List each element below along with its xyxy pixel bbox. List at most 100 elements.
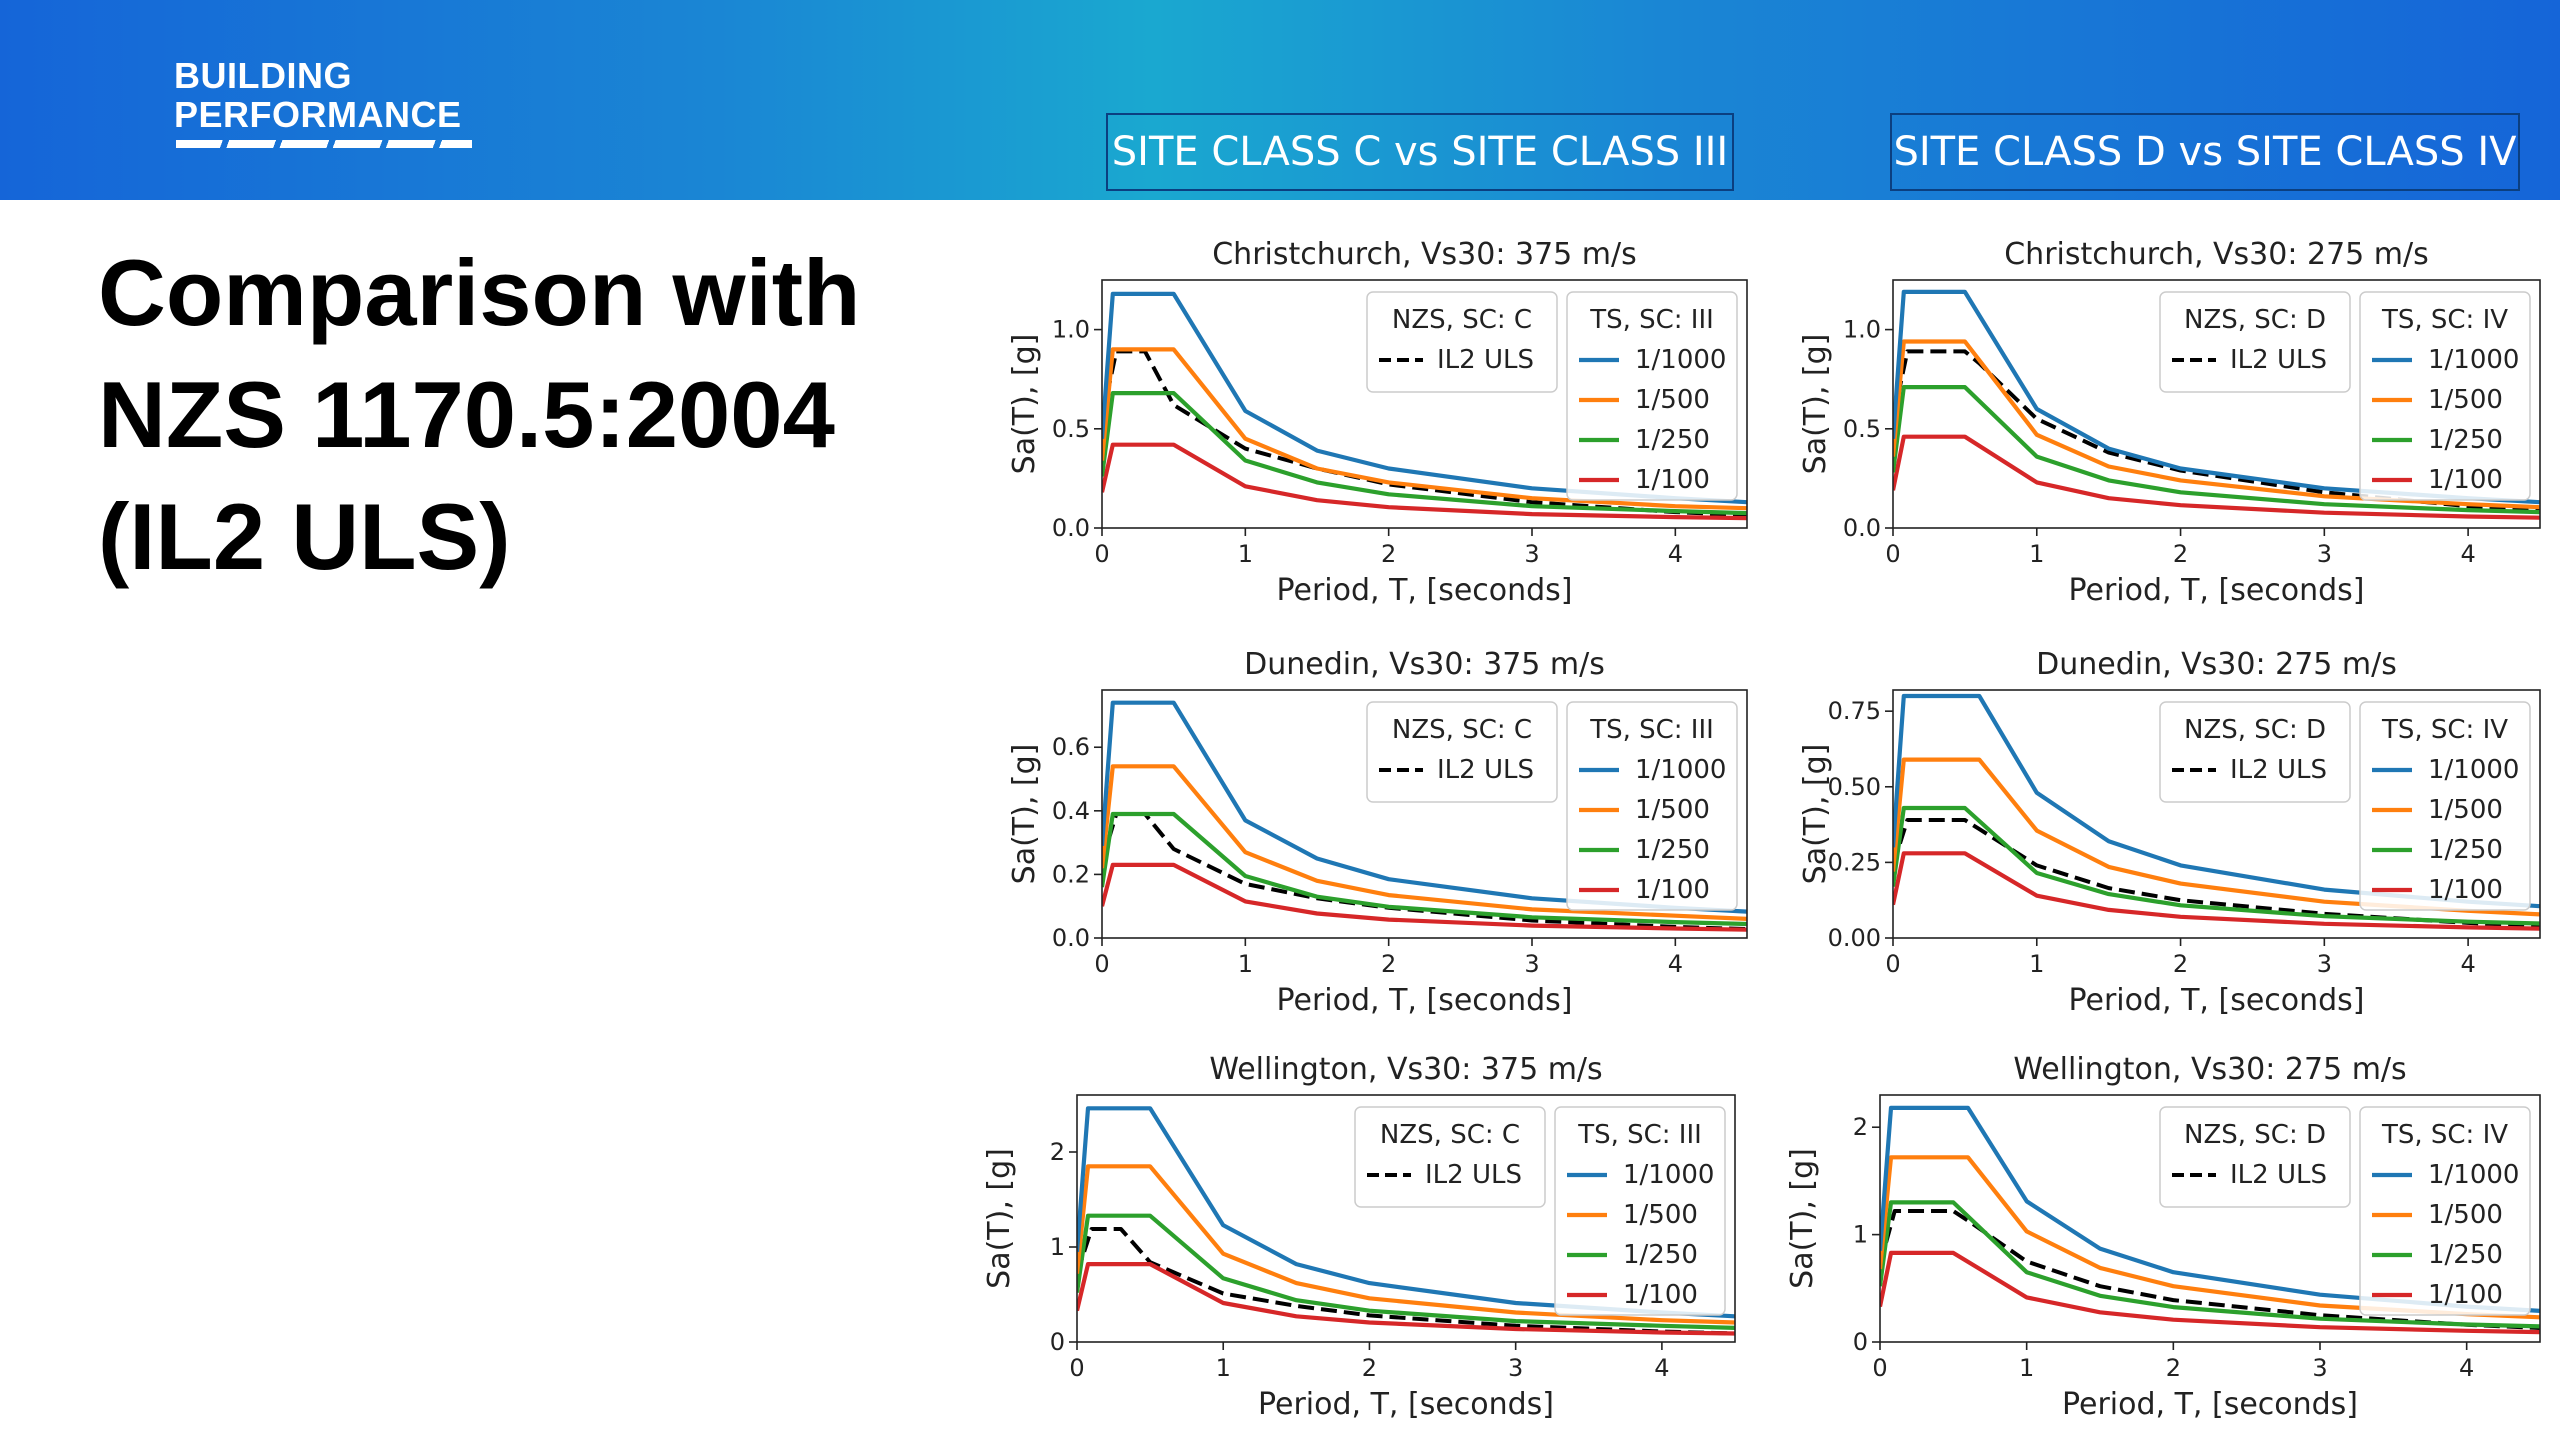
series-line-1-100 [1893, 851, 2540, 931]
x-tick-label: 0 [1094, 950, 1109, 978]
series-line-1-250 [1102, 811, 1747, 927]
series-line-1-500 [1102, 764, 1747, 921]
series-group [1077, 1106, 1735, 1336]
legend-entry-il2-uls: IL2 ULS [2230, 1160, 2327, 1190]
chart-title: Wellington, Vs30: 275 m/s [2013, 1052, 2406, 1087]
x-tick-label: 1 [2019, 1354, 2034, 1382]
x-tick-label: 2 [1381, 950, 1396, 978]
series-line-1-250 [1880, 1200, 2540, 1329]
x-tick-label: 0 [1872, 1354, 1887, 1382]
legend-nzs-title: NZS, SC: D [2184, 715, 2326, 745]
y-tick-label: 0.6 [1052, 733, 1090, 761]
series-line-1-500 [1102, 347, 1747, 511]
x-tick-label: 1 [1238, 950, 1253, 978]
x-tick-label: 3 [1524, 540, 1539, 568]
y-tick-label: 1 [1050, 1233, 1065, 1261]
y-tick-label: 0.0 [1052, 514, 1090, 542]
x-tick-label: 1 [1216, 1354, 1231, 1382]
x-tick-label: 3 [2317, 540, 2332, 568]
logo-line-1: BUILDING [174, 55, 352, 96]
legend-entry-1-1000: 1/1000 [2428, 755, 2519, 785]
plot-frame [1892, 689, 2541, 939]
legend-entry-1-1000: 1/1000 [1623, 1160, 1714, 1190]
series-line-1-100 [1893, 434, 2540, 520]
logo-underline [176, 140, 472, 148]
y-axis-label: Sa(T), [g] [1007, 334, 1042, 475]
plot-frame [1076, 1094, 1736, 1343]
series-line-1-250 [1077, 1213, 1735, 1330]
title-line-1: Comparison with [98, 240, 861, 345]
y-tick-label: 0.50 [1828, 773, 1881, 801]
series-line-1-100 [1880, 1250, 2540, 1335]
series-group [1893, 693, 2540, 931]
y-tick-label: 0.0 [1843, 514, 1881, 542]
legend-ts-box [2359, 701, 2531, 911]
series-line-1-100 [1102, 862, 1747, 932]
y-axis-label: Sa(T), [g] [982, 1148, 1017, 1289]
legend-nzs-box [1366, 291, 1558, 393]
header-banner [0, 0, 2560, 200]
legend-nzs-box [2159, 1106, 2351, 1208]
chart-title: Wellington, Vs30: 375 m/s [1209, 1052, 1602, 1087]
x-tick-label: 4 [1668, 950, 1683, 978]
legend-entry-1-1000: 1/1000 [1635, 345, 1726, 375]
legend-ts-box [2359, 291, 2531, 501]
legend-nzs-box [2159, 701, 2351, 803]
y-tick-label: 2 [1050, 1138, 1065, 1166]
logo-line-2: PERFORMANCE [174, 94, 462, 135]
legend-ts-title: TS, SC: III [1589, 715, 1714, 745]
legend-ts-title: TS, SC: III [1577, 1120, 1702, 1150]
legend-entry-il2-uls: IL2 ULS [2230, 345, 2327, 375]
legend-ts-box [1566, 291, 1738, 501]
x-tick-label: 0 [1885, 950, 1900, 978]
legend-nzs-title: NZS, SC: D [2184, 305, 2326, 335]
x-tick-label: 4 [1668, 540, 1683, 568]
legend-entry-1-100: 1/100 [1623, 1280, 1698, 1310]
chart-title: Christchurch, Vs30: 375 m/s [1212, 237, 1637, 272]
x-tick-label: 4 [2460, 540, 2475, 568]
y-tick-label: 0.00 [1828, 924, 1881, 952]
plot-frame [1879, 1094, 2541, 1343]
legend-entry-1-500: 1/500 [1623, 1200, 1698, 1230]
legend-nzs-box [1366, 701, 1558, 803]
chart-panel-5: Wellington, Vs30: 375 m/s 0 1 2 3 4 0 1 2 Period,… [982, 1052, 1736, 1422]
legend-entry-1-1000: 1/1000 [1635, 755, 1726, 785]
legend-entry-1-500: 1/500 [2428, 385, 2503, 415]
legend-entry-1-250: 1/250 [2428, 1240, 2503, 1270]
series-line-1-250 [1893, 805, 2540, 926]
x-tick-label: 4 [2460, 950, 2475, 978]
legend-entry-1-500: 1/500 [1635, 795, 1710, 825]
x-tick-label: 3 [2312, 1354, 2327, 1382]
y-tick-label: 2 [1853, 1113, 1868, 1141]
y-tick-label: 0.0 [1052, 924, 1090, 952]
legend-nzs-title: NZS, SC: C [1380, 1120, 1520, 1150]
legend-entry-il2-uls: IL2 ULS [1437, 345, 1534, 375]
legend-entry-il2-uls: IL2 ULS [1425, 1160, 1522, 1190]
chart-panel-2: Christchurch, Vs30: 275 m/s 0 1 2 3 4 0.0 0.5 1.… [1798, 237, 2541, 608]
y-axis-label: Sa(T), [g] [1785, 1148, 1820, 1289]
brand-logo: BUILDING PERFORMANCE [174, 56, 462, 134]
site-class-label-left: SITE CLASS C vs SITE CLASS III [1106, 113, 1734, 191]
x-axis-label: Period, T, [seconds] [1276, 983, 1572, 1018]
legend-entry-1-100: 1/100 [1635, 875, 1710, 905]
y-tick-label: 1.0 [1843, 316, 1881, 344]
legend-nzs-title: NZS, SC: D [2184, 1120, 2326, 1150]
y-axis-label: Sa(T), [g] [1798, 334, 1833, 475]
x-tick-label: 3 [2317, 950, 2332, 978]
title-line-2: NZS 1170.5:2004 [98, 362, 835, 467]
y-tick-label: 1.0 [1052, 316, 1090, 344]
legend-ts-title: TS, SC: III [1589, 305, 1714, 335]
plot-frame [1892, 279, 2541, 529]
legend-entry-1-250: 1/250 [1623, 1240, 1698, 1270]
legend-nzs-box [1354, 1106, 1546, 1208]
legend-ts-box [1566, 701, 1738, 911]
chart-panel-6: Wellington, Vs30: 275 m/s 0 1 2 3 4 0 1 2 Period,… [1785, 1052, 2541, 1422]
y-axis-label: Sa(T), [g] [1007, 744, 1042, 885]
x-tick-label: 1 [1238, 540, 1253, 568]
chart-title: Christchurch, Vs30: 275 m/s [2004, 237, 2429, 272]
x-tick-label: 0 [1885, 540, 1900, 568]
legend-entry-1-250: 1/250 [1635, 425, 1710, 455]
x-tick-label: 1 [2029, 950, 2044, 978]
series-line-1-250 [1102, 391, 1747, 516]
legend-entry-1-500: 1/500 [2428, 795, 2503, 825]
